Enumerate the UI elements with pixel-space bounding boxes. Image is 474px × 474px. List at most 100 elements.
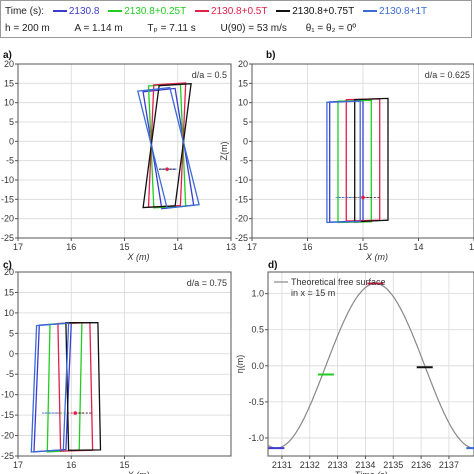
- x-tick-label: 16: [66, 242, 76, 252]
- x-tick-label: 13: [469, 242, 474, 252]
- y-tick-label: -25: [1, 233, 14, 243]
- y-tick-label: 5: [9, 328, 14, 338]
- x-tick-label: 17: [13, 242, 23, 252]
- legend-item-2: 2130.8+0.25T: [108, 6, 186, 17]
- x-tick-label: 14: [413, 242, 423, 252]
- panel-4: 2131 2132 2133 2134 2135 2136 2137 1.0 0.5 0.0 -0.…: [235, 260, 474, 474]
- x-tick-label: 2135: [383, 460, 403, 470]
- x-tick-label: 2131: [272, 460, 292, 470]
- y-tick-label: 20: [238, 59, 248, 69]
- panel-label: b): [266, 50, 275, 61]
- legend-label-sub: in x = 15 m: [291, 288, 335, 298]
- legend-item-3: 2130.8+0.5T: [195, 6, 267, 17]
- figure-header: Time (s): 2130.8 2130.8+0.25T 2130.8+0.5…: [0, 0, 472, 38]
- legend-swatch-4: [276, 10, 291, 13]
- y-tick-label: -25: [1, 451, 14, 461]
- y-tick-label: -10: [235, 175, 248, 185]
- y-tick-label: -20: [235, 214, 248, 224]
- y-tick-label: -5: [240, 156, 248, 166]
- legend-label: Theoretical free surface: [291, 277, 386, 287]
- body-outline-4: [142, 83, 192, 209]
- y-tick-label: -10: [1, 390, 14, 400]
- y-tick-label: 0.0: [251, 361, 264, 371]
- y-tick-label: 10: [238, 98, 248, 108]
- panel-label: c): [3, 260, 12, 271]
- y-tick-label: -1.0: [248, 433, 264, 443]
- y-tick-label: -15: [235, 194, 248, 204]
- panel-label: a): [3, 50, 12, 61]
- ratio-annotation: d/a = 0.625: [425, 70, 470, 80]
- x-axis-label: X (m): [127, 470, 150, 474]
- panel-2: 17 16 15 14 13 20 15 10 5 0 -5 -10 -15 -20 -25 X (m) Z(m…: [219, 50, 474, 262]
- y-tick-label: 5: [9, 117, 14, 127]
- y-tick-label: -0.5: [248, 397, 264, 407]
- legend-swatch-3: [195, 10, 210, 13]
- ratio-annotation: d/a = 0.5: [192, 70, 227, 80]
- body-outline-4: [65, 322, 102, 451]
- body-outline-3: [147, 82, 187, 208]
- body-outline-5: [136, 86, 200, 209]
- y-tick-label: 10: [4, 308, 14, 318]
- x-tick-label: 15: [358, 242, 368, 252]
- y-tick-label: 0: [9, 349, 14, 359]
- pivot-point: [165, 167, 169, 171]
- y-axis-label: η(m): [235, 355, 245, 374]
- x-tick-label: 13: [226, 242, 236, 252]
- param-period: Tₚ = 7.11 s: [147, 23, 196, 34]
- x-tick-label: 16: [302, 242, 312, 252]
- y-tick-label: 5: [243, 117, 248, 127]
- param-angles: θ₁ = θ₂ = 0º: [305, 23, 357, 34]
- y-tick-label: -15: [1, 410, 14, 420]
- param-wind: U(90) = 53 m/s: [220, 23, 287, 34]
- x-tick-label: 17: [247, 242, 257, 252]
- ratio-annotation: d/a = 0.75: [187, 278, 227, 288]
- y-tick-label: 0: [243, 136, 248, 146]
- y-tick-label: -5: [6, 156, 14, 166]
- body-outline-3: [57, 322, 94, 452]
- legend-swatch-1: [52, 10, 67, 13]
- legend-swatch-5: [363, 10, 378, 13]
- plot-area: [30, 321, 102, 453]
- y-tick-label: 20: [4, 59, 14, 69]
- x-tick-label: 17: [13, 460, 23, 470]
- y-tick-label: 20: [4, 267, 14, 277]
- x-tick-label: 2136: [411, 460, 431, 470]
- x-axis-label: X (m): [365, 252, 388, 262]
- y-tick-label: -20: [1, 214, 14, 224]
- y-tick-label: 0: [9, 136, 14, 146]
- legend-item-5: 2130.8+1T: [363, 6, 427, 17]
- y-tick-label: -15: [1, 194, 14, 204]
- plot-area: [268, 282, 474, 450]
- y-tick-label: -5: [6, 369, 14, 379]
- x-tick-label: 15: [119, 460, 129, 470]
- x-tick-label: 15: [119, 242, 129, 252]
- pivot-point: [361, 195, 365, 200]
- body-outline-5: [30, 322, 70, 453]
- y-tick-label: -20: [1, 431, 14, 441]
- legend-item-1: 2130.8: [52, 6, 99, 17]
- legend-swatch-2: [108, 10, 123, 13]
- y-tick-label: 15: [4, 78, 14, 88]
- x-tick-label: 14: [173, 242, 183, 252]
- time-legend: Time (s): 2130.8 2130.8+0.25T 2130.8+0.5…: [5, 6, 427, 17]
- parameter-row: h = 200 m A = 1.14 m Tₚ = 7.11 s U(90) =…: [5, 23, 356, 34]
- body-outline-4: [354, 97, 389, 223]
- x-tick-label: 2137: [439, 460, 459, 470]
- panel-label: d): [268, 260, 277, 271]
- y-tick-label: 10: [4, 98, 14, 108]
- x-axis-label: Time (s): [355, 470, 388, 474]
- y-axis-label: Z(m): [219, 142, 229, 161]
- y-tick-label: 1.0: [251, 289, 264, 299]
- y-tick-label: 0.5: [251, 325, 264, 335]
- plot-area: [326, 97, 389, 224]
- y-tick-label: -25: [235, 233, 248, 243]
- plot-frame: [267, 271, 474, 457]
- x-tick-label: 2132: [300, 460, 320, 470]
- pivot-point: [73, 411, 78, 415]
- param-amplitude: A = 1.14 m: [74, 23, 123, 34]
- plot-area: [136, 82, 200, 210]
- body-outline-5: [326, 100, 361, 224]
- time-label: Time (s):: [5, 6, 45, 17]
